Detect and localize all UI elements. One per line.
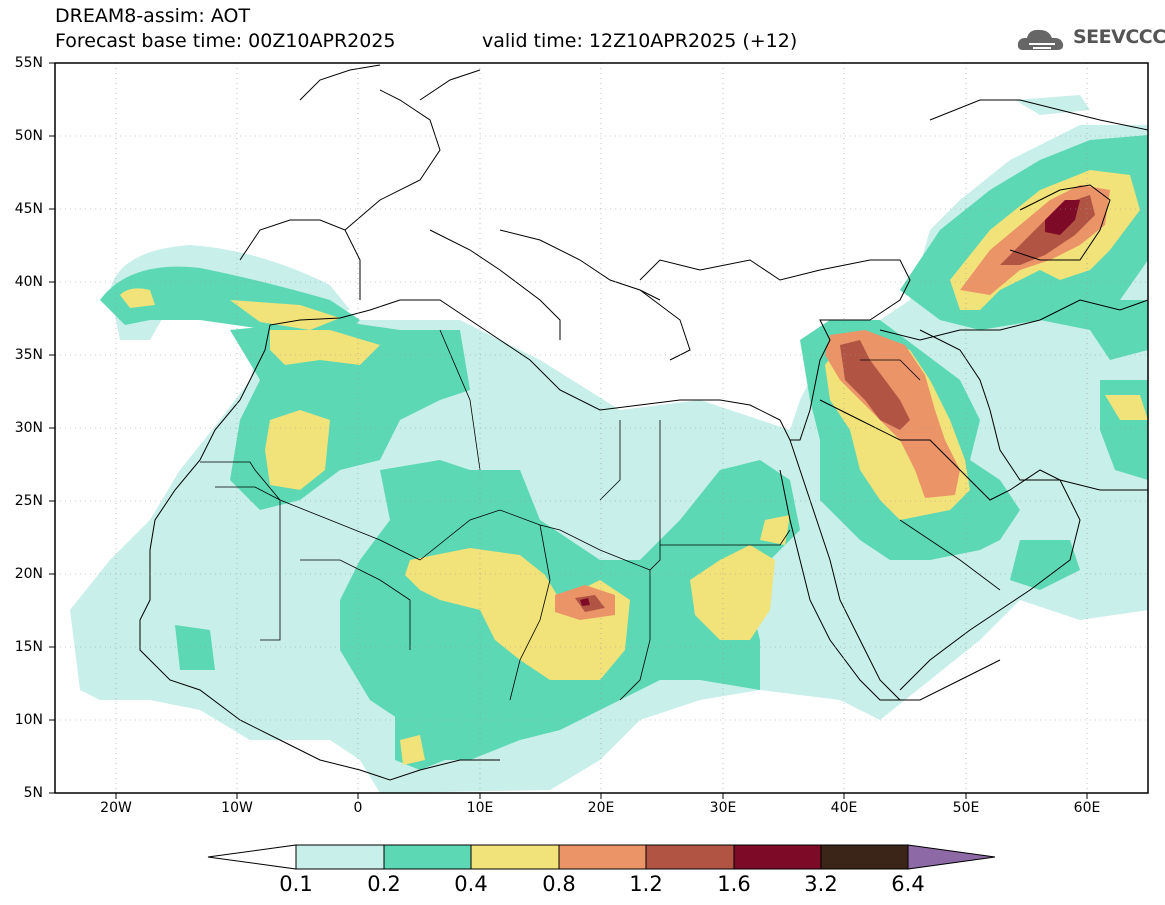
cloud-logo-icon [1017,29,1064,50]
forecast-base-time: Forecast base time: 00Z10APR2025 [55,30,396,52]
colorbar-label: 1.6 [717,872,751,896]
lat-label: 50N [14,128,43,144]
borders [200,329,1001,701]
lon-label: 60E [1073,800,1101,816]
lat-label: 55N [14,55,43,71]
logo-text: SEEVCCC [1073,26,1165,48]
lat-label: 5N [23,785,43,801]
lat-label: 45N [14,201,43,217]
colorbar-label: 0.8 [542,872,576,896]
colorbar-label: 0.2 [367,872,401,896]
lon-label: 10E [466,800,494,816]
colorbar-label: 0.4 [454,872,488,896]
lat-label: 20N [14,566,43,582]
aot-band-1.6 [580,200,1080,606]
lon-label: 20E [587,800,615,816]
lat-label: 40N [14,274,43,290]
lon-label: 30E [709,800,737,816]
map-title: DREAM8-assim: AOT [55,5,251,27]
colorbar-label: 0.1 [279,872,313,896]
lon-label: 20W [100,800,132,816]
lon-label: 0 [353,800,363,816]
coastlines [139,64,1148,781]
lon-label: 10W [221,800,253,816]
lon-label: 50E [952,800,980,816]
lat-label: 10N [14,712,43,728]
gridlines [55,63,1148,793]
lon-label: 40E [830,800,858,816]
lat-label: 15N [14,639,43,655]
lat-label: 25N [14,493,43,509]
lat-label: 30N [14,420,43,436]
colorbar-label: 1.2 [629,872,663,896]
colorbar-label: 6.4 [891,872,925,896]
valid-time: valid time: 12Z10APR2025 (+12) [482,30,798,52]
lat-label: 35N [14,347,43,363]
ticks [49,62,1088,799]
colorbar-label: 3.2 [804,872,838,896]
